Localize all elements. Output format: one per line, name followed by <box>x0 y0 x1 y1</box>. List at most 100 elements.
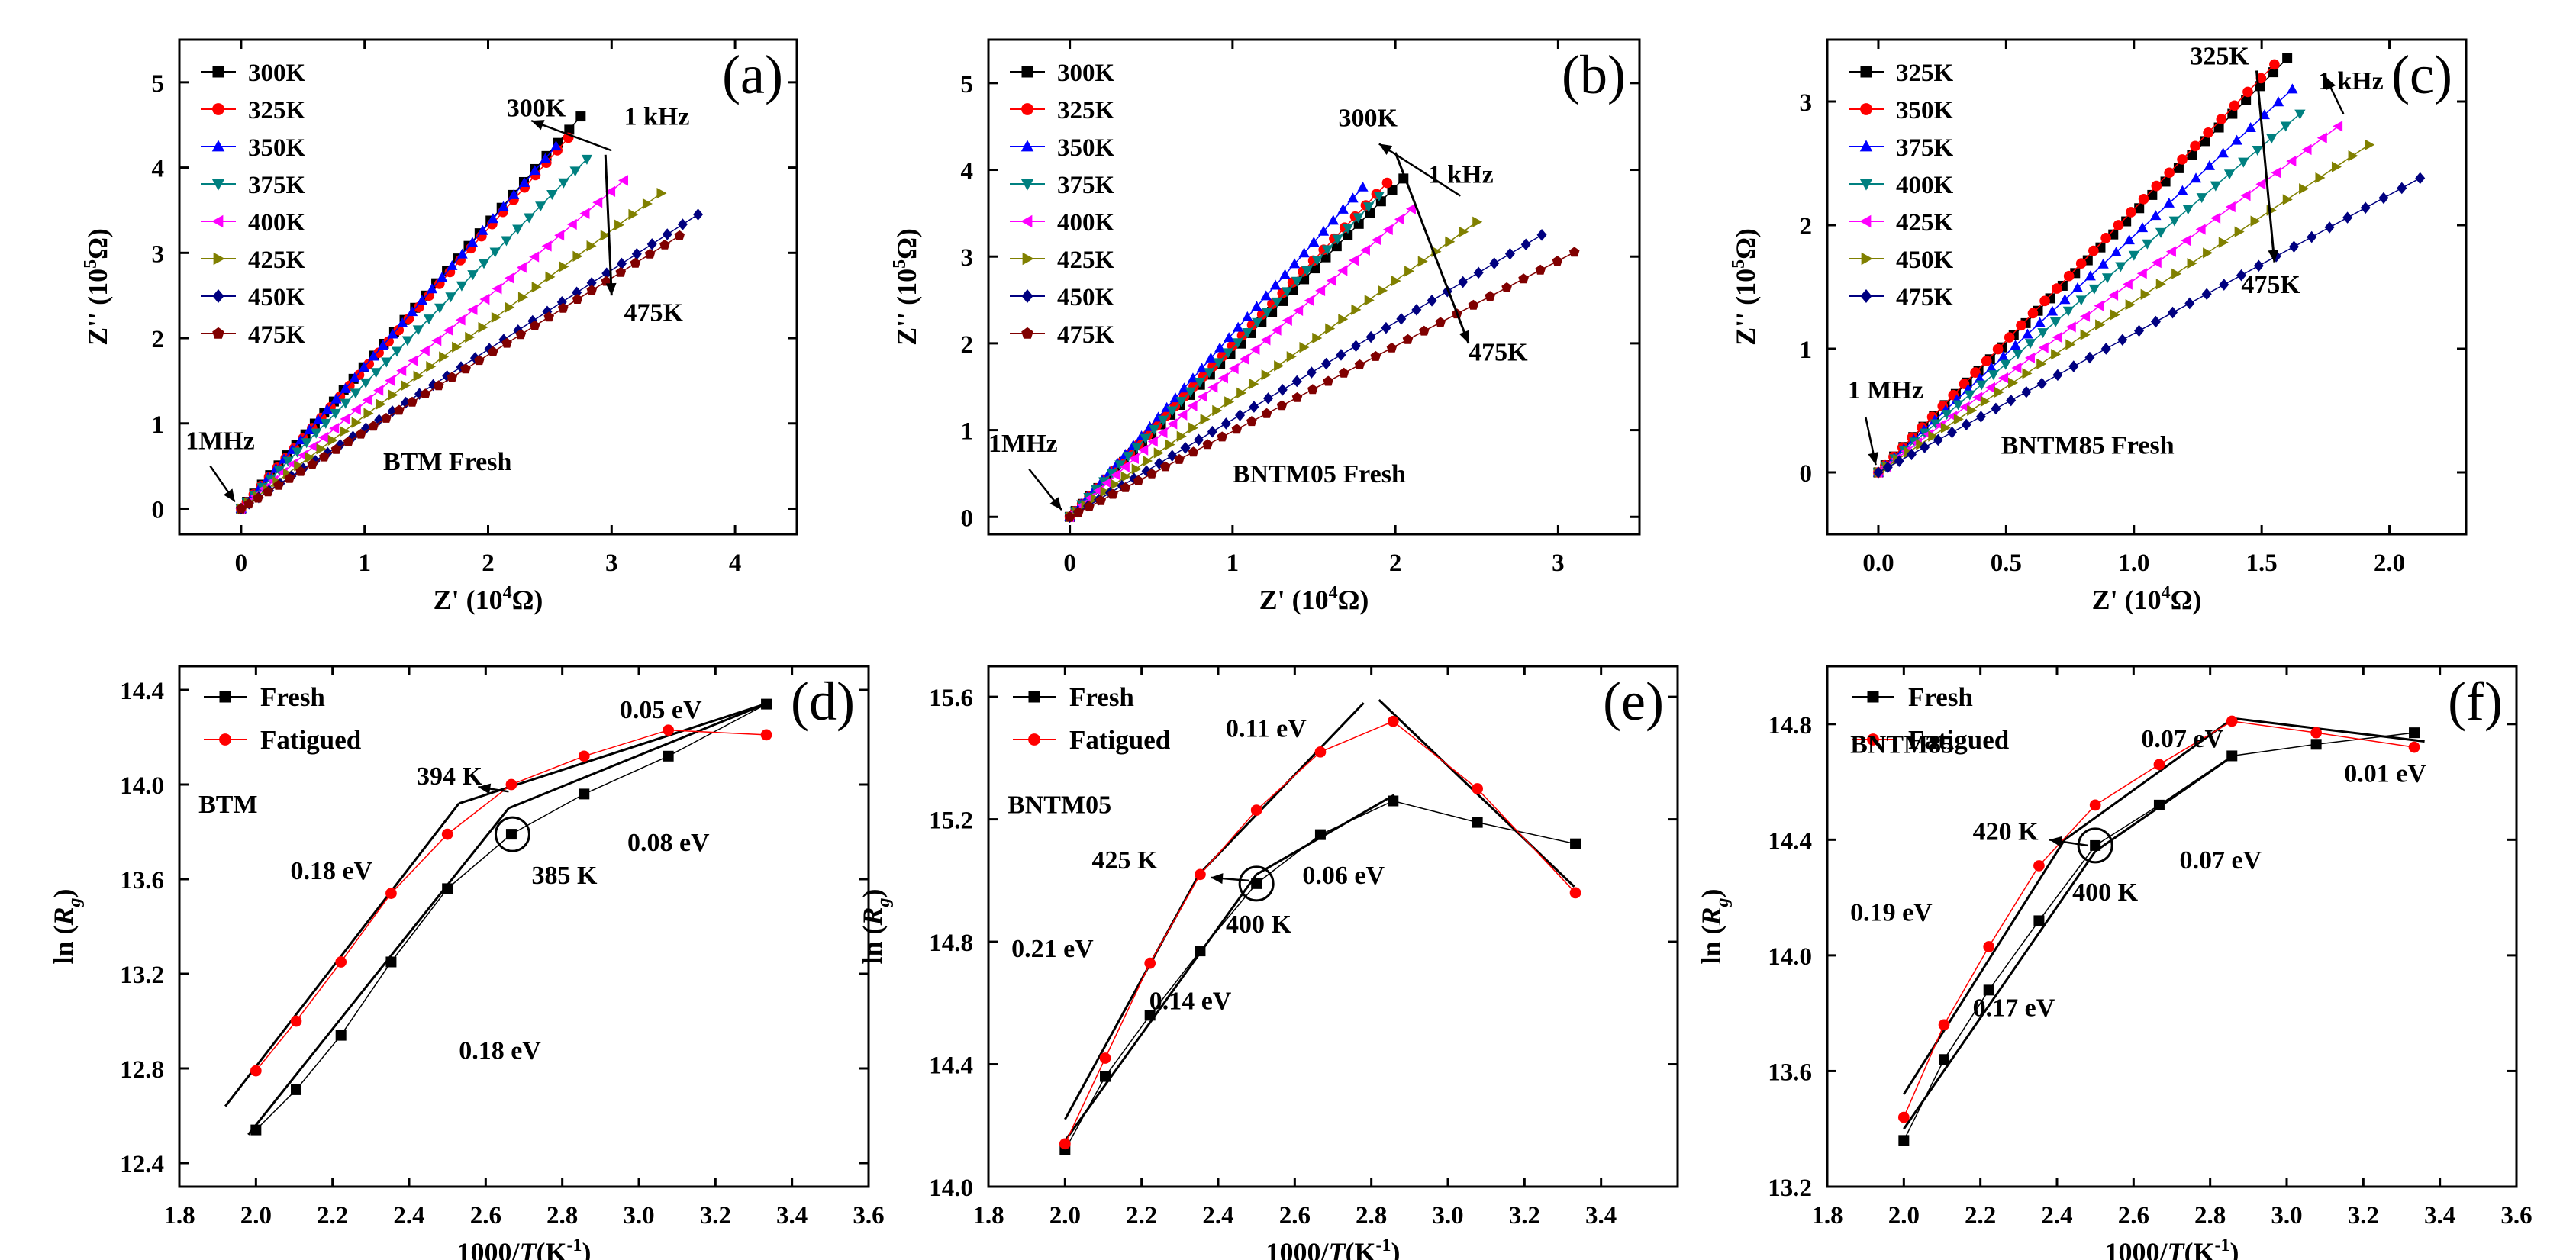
annotation-label: 0.11 eV <box>1226 714 1307 743</box>
data-point <box>1535 264 1546 275</box>
data-point <box>316 443 327 455</box>
legend-marker <box>1860 66 1872 78</box>
data-point <box>2360 201 2371 214</box>
data-point <box>2101 273 2113 284</box>
data-point <box>1570 838 1581 849</box>
annotation-label: 0.05 eV <box>620 696 702 724</box>
data-point <box>1468 299 1479 310</box>
data-point <box>2022 368 2033 379</box>
data-point <box>1160 461 1171 472</box>
x-tick-label: 2 <box>482 549 495 577</box>
x-tick-label: 2.0 <box>2374 549 2405 577</box>
data-point <box>397 317 408 327</box>
data-point <box>292 447 303 458</box>
data-point <box>1157 427 1168 439</box>
data-point <box>291 1084 302 1095</box>
y-tick-label: 0 <box>152 496 165 524</box>
data-point <box>1873 466 1884 479</box>
x-tick-label: 3.2 <box>1509 1202 1540 1229</box>
series-475K <box>1064 247 1580 521</box>
data-point <box>628 208 639 221</box>
data-point <box>508 189 520 199</box>
data-point <box>2021 385 2032 398</box>
data-point <box>401 336 414 346</box>
data-point <box>335 956 347 968</box>
x-tick-label: 3.4 <box>776 1202 808 1229</box>
data-point <box>2160 176 2171 187</box>
data-point <box>340 426 350 437</box>
legend-marker <box>219 733 231 746</box>
fit-line <box>1198 702 1365 875</box>
legend-marker <box>211 140 225 152</box>
panel-c: 0.0 0.5 1.0 1.5 2.0 0 1 2 3 Z' (104Ω) Z'' (105Ω) (c… <box>1729 38 2468 615</box>
data-point <box>2397 182 2407 195</box>
y-tick-label: 13.2 <box>1768 1175 1812 1202</box>
y-tick-label: 1 <box>961 418 974 446</box>
data-point <box>308 440 318 453</box>
arrow-head <box>531 120 545 131</box>
data-point <box>381 357 392 368</box>
x-tick-label: 2.4 <box>1202 1202 1233 1229</box>
data-point <box>2065 321 2076 333</box>
legend-label: 400K <box>248 209 306 237</box>
data-point <box>674 230 685 240</box>
legend-label: 375K <box>1057 172 1115 199</box>
y-tick-label: 14.8 <box>929 930 973 957</box>
data-point <box>1144 957 1156 969</box>
data-point <box>1308 237 1320 247</box>
data-point <box>644 248 656 259</box>
series-475K <box>236 230 685 514</box>
data-point <box>1291 276 1303 287</box>
data-point <box>501 236 512 247</box>
data-point <box>1271 297 1283 308</box>
data-point <box>2068 360 2079 372</box>
legend-label: 375K <box>1896 134 1954 162</box>
data-point <box>387 405 398 417</box>
data-point <box>1059 1138 1071 1150</box>
legend-label: 300K <box>1057 60 1115 87</box>
data-point <box>642 198 653 210</box>
y-axis-title: Z'' (105Ω) <box>81 228 113 346</box>
annotation-label: 0.14 eV <box>1149 987 1232 1015</box>
data-point <box>1326 275 1336 286</box>
data-point <box>1100 1071 1111 1082</box>
data-point <box>1323 375 1333 386</box>
data-point <box>1251 301 1262 311</box>
y-tick-label: 15.2 <box>929 807 973 835</box>
data-point <box>504 272 514 284</box>
khz-arrow <box>1378 143 1462 197</box>
y-tick-label: 1 <box>1800 337 1813 364</box>
data-point <box>1288 258 1301 269</box>
legend-label: Fatigued <box>1908 725 2010 755</box>
annotation-label: 1 kHz <box>1428 161 1494 189</box>
data-point <box>368 421 379 431</box>
y-axis-title: ln (Rg) <box>857 888 894 964</box>
legend-label: 425K <box>1896 209 1954 237</box>
legend-label: 450K <box>248 284 306 311</box>
data-point <box>1141 465 1152 478</box>
data-point <box>656 187 667 199</box>
data-point <box>420 388 431 398</box>
data-point <box>529 251 540 263</box>
data-point <box>1536 228 1547 241</box>
legend-marker <box>219 691 231 703</box>
data-point <box>1312 332 1323 344</box>
data-point <box>312 414 324 424</box>
legend-label: 450K <box>1057 284 1115 311</box>
x-tick-label: 3.4 <box>2424 1202 2455 1229</box>
y-tick-label: 5 <box>961 71 974 98</box>
data-point <box>2415 172 2426 185</box>
data-point <box>2046 305 2059 316</box>
data-point <box>479 293 490 305</box>
data-point <box>1364 295 1375 306</box>
data-point <box>1232 338 1243 349</box>
data-point <box>351 417 362 428</box>
highlight-circle <box>1238 865 1275 902</box>
data-point <box>1291 375 1302 388</box>
data-point <box>2268 67 2279 78</box>
data-point <box>1167 418 1178 430</box>
x-tick-label: 3.0 <box>2271 1202 2302 1229</box>
x-axis-title: 1000/T(K-1) <box>2104 1236 2239 1260</box>
data-point <box>1882 461 1893 474</box>
data-point <box>1119 461 1130 472</box>
